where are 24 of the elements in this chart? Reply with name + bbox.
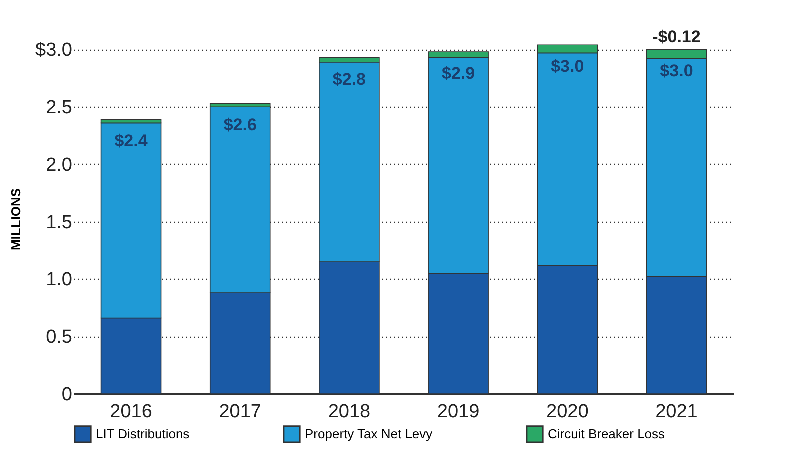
x-tick-label: 2020 [546, 402, 589, 422]
y-tick-label: $3.0 [36, 40, 72, 62]
y-tick-label: 0.5 [46, 327, 72, 348]
total-label: $2.8 [332, 70, 366, 89]
total-label: $2.4 [114, 132, 148, 151]
y-tick-label: 1.0 [46, 270, 72, 291]
x-tick-label: 2017 [219, 402, 262, 422]
total-label: $3.0 [660, 62, 694, 81]
y-axis-title: MILLIONS [8, 188, 24, 251]
x-tick-label: 2021 [656, 402, 698, 422]
y-tick-label: 1.5 [46, 212, 72, 234]
annotation: -$0.12 [652, 28, 701, 47]
legend-label: Circuit Breaker Loss [548, 426, 666, 442]
y-tick-label: 2.5 [46, 98, 72, 119]
legend-label: LIT Distributions [96, 426, 190, 442]
legend-label: Property Tax Net Levy [305, 426, 434, 442]
y-tick-label: 0 [62, 384, 72, 406]
total-label: $2.6 [224, 116, 257, 135]
x-tick-label: 2018 [328, 402, 371, 422]
total-label: $3.0 [551, 57, 584, 76]
y-tick-label: 2.0 [46, 154, 72, 176]
x-tick-label: 2016 [110, 402, 152, 422]
x-tick-label: 2019 [437, 402, 480, 422]
total-label: $2.9 [442, 64, 476, 84]
